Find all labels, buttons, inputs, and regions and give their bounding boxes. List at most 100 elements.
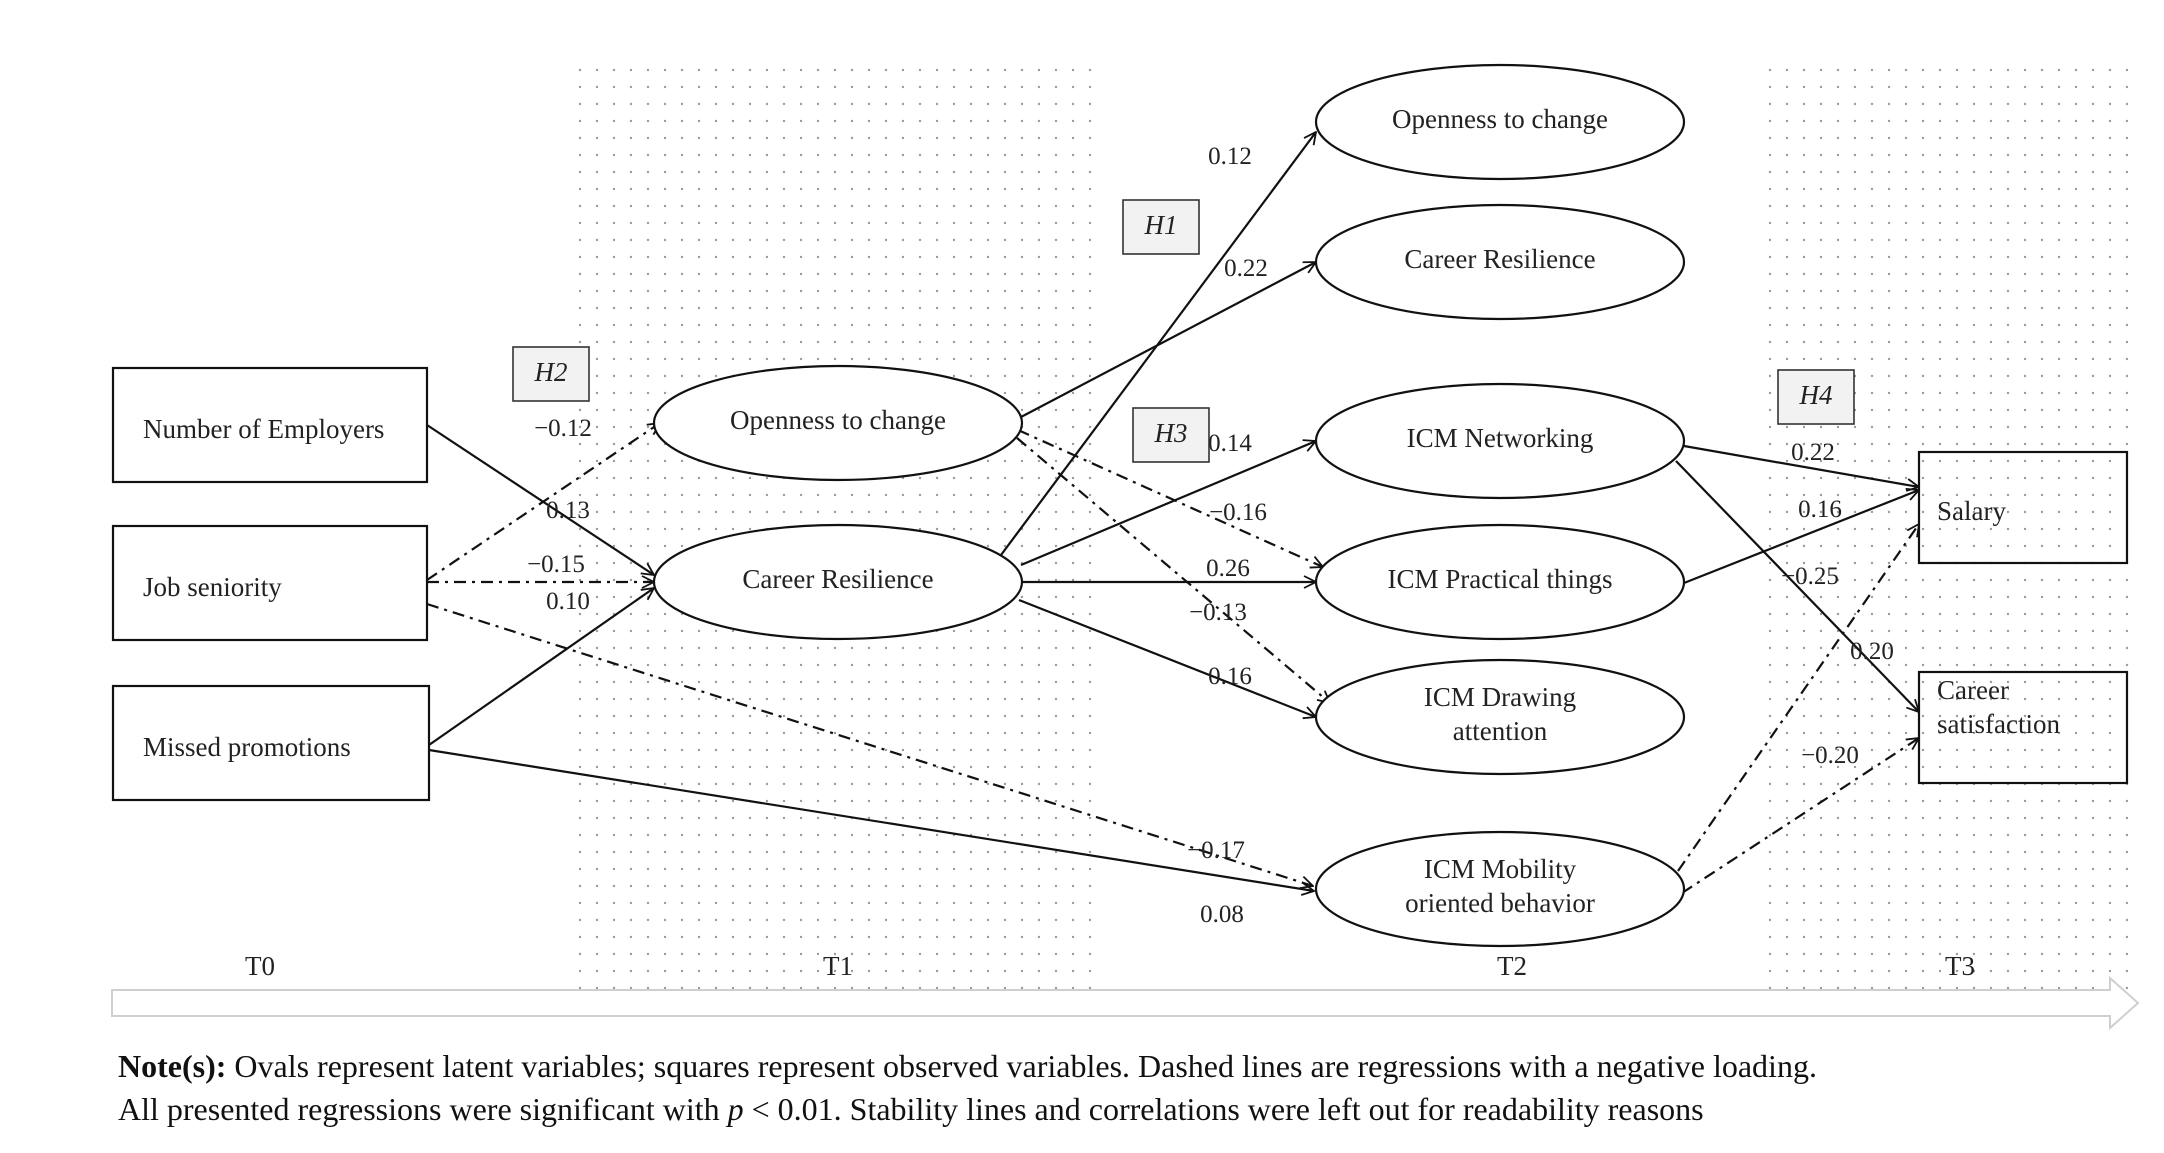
observed-label-satisfaction-line-2: satisfaction bbox=[1937, 709, 2060, 739]
hypothesis-box-h3 bbox=[1132, 407, 1210, 463]
path-res1-to-net bbox=[1020, 441, 1316, 567]
timepoint-layer: T0 T1 T2 T3 bbox=[245, 951, 1975, 981]
latent-res2: Career Resilience bbox=[1314, 203, 1686, 321]
latent-label-res1: Career Resilience bbox=[742, 564, 933, 594]
latent-mob: ICM Mobility oriented behavior bbox=[1314, 830, 1686, 948]
latent-net: ICM Networking bbox=[1314, 382, 1686, 500]
coef-res1-to-prac: 0.26 bbox=[1206, 555, 1250, 582]
observed-label-employers: Number of Employers bbox=[143, 414, 384, 444]
latent-label-draw-line-2: attention bbox=[1453, 716, 1548, 746]
latent-oval-net bbox=[1314, 382, 1686, 500]
path-seniority-to-mob bbox=[426, 602, 1313, 886]
path-diagram: Number of Employers Job seniority Missed p… bbox=[111, 62, 2140, 1031]
latent-label-mob-line-1: ICM Mobility bbox=[1424, 854, 1577, 884]
timepoint-t1: T1 bbox=[823, 951, 853, 981]
path-open1-to-res2 bbox=[1020, 261, 1316, 418]
latent-draw: ICM Drawing attention bbox=[1314, 658, 1686, 776]
path-res1-to-draw bbox=[1018, 598, 1316, 717]
path-net-to-satisfaction bbox=[1675, 460, 1919, 712]
path-res1-to-open2 bbox=[1000, 132, 1316, 556]
observed-box-seniority bbox=[111, 524, 429, 642]
latent-label-net: ICM Networking bbox=[1407, 423, 1594, 453]
note-text-2b: < 0.01. Stability lines and correlations… bbox=[743, 1091, 1704, 1127]
path-net-to-salary bbox=[1683, 444, 1919, 487]
observed-label-missed: Missed promotions bbox=[143, 732, 351, 762]
observed-box-missed bbox=[111, 684, 431, 802]
coef-res1-to-net: 0.14 bbox=[1208, 430, 1252, 457]
note-p-symbol: p bbox=[727, 1091, 744, 1127]
coef-missed-to-res1: 0.10 bbox=[546, 588, 590, 615]
observed-salary: Salary bbox=[1917, 450, 2129, 565]
coef-net-to-satisfaction: 0.20 bbox=[1850, 638, 1894, 665]
coef-open1-to-res2: 0.22 bbox=[1224, 255, 1268, 282]
timeline-arrow bbox=[111, 975, 2140, 1031]
hypothesis-h4: H4 bbox=[1777, 369, 1855, 425]
coef-open1-to-prac: −0.16 bbox=[1209, 499, 1267, 526]
hypothesis-box-h4 bbox=[1777, 369, 1855, 425]
hypothesis-layer: H1 H2 H3 H4 bbox=[512, 199, 1855, 463]
latent-res1: Career Resilience bbox=[652, 523, 1024, 641]
latent-oval-open1 bbox=[652, 364, 1024, 482]
timepoint-t0: T0 bbox=[245, 951, 275, 981]
observed-label-seniority: Job seniority bbox=[143, 572, 282, 602]
observed-satisfaction: Career satisfaction bbox=[1917, 670, 2129, 785]
path-seniority-to-open1 bbox=[426, 423, 660, 581]
paths-layer bbox=[426, 132, 1919, 894]
observed-employers: Number of Employers bbox=[111, 366, 429, 484]
latent-label-draw-line-1: ICM Drawing bbox=[1424, 682, 1576, 712]
coefficient-layer: 0.13 −0.12 −0.15 0.10 −0.17 0.08 0.12 0.22 0.14 −… bbox=[527, 143, 1894, 928]
hypothesis-box-h2 bbox=[512, 346, 590, 402]
observed-seniority: Job seniority bbox=[111, 524, 429, 642]
path-employers-to-res1 bbox=[426, 424, 654, 575]
observed-box-satisfaction bbox=[1917, 670, 2129, 785]
note-label: Note(s): bbox=[118, 1048, 227, 1084]
latent-open1: Openness to change bbox=[652, 364, 1024, 482]
observed-box-salary bbox=[1917, 450, 2129, 565]
hypothesis-box-h1 bbox=[1122, 199, 1200, 255]
coef-res1-to-open2: 0.12 bbox=[1208, 143, 1252, 170]
zone-t3-dots bbox=[1763, 62, 2138, 997]
note: Note(s): Ovals represent latent variable… bbox=[118, 1045, 2128, 1131]
coef-prac-to-salary: 0.16 bbox=[1798, 496, 1842, 523]
latent-oval-mob bbox=[1314, 830, 1686, 948]
path-mob-to-satisfaction bbox=[1681, 738, 1919, 894]
observed-box-employers bbox=[111, 366, 429, 484]
timepoint-t3: T3 bbox=[1945, 951, 1975, 981]
note-text-2a: All presented regressions were significa… bbox=[118, 1091, 728, 1127]
latent-oval-res2 bbox=[1314, 203, 1686, 321]
path-missed-to-mob bbox=[428, 748, 1314, 891]
hypothesis-h1: H1 bbox=[1122, 199, 1200, 255]
coef-missed-to-mob: 0.08 bbox=[1200, 901, 1244, 928]
note-line-1: Note(s): Ovals represent latent variable… bbox=[118, 1045, 2128, 1088]
path-open1-to-prac bbox=[1017, 428, 1323, 567]
observed-label-satisfaction-line-1: Career bbox=[1937, 675, 2009, 705]
latent-label-prac: ICM Practical things bbox=[1388, 564, 1613, 594]
path-prac-to-salary bbox=[1683, 490, 1919, 585]
observed-label-salary: Salary bbox=[1937, 496, 2006, 526]
hypothesis-h3: H3 bbox=[1132, 407, 1210, 463]
observed-missed: Missed promotions bbox=[111, 684, 431, 802]
coef-mob-to-salary: −0.25 bbox=[1781, 563, 1839, 590]
path-mob-to-salary bbox=[1677, 524, 1919, 872]
coef-res1-to-draw: 0.16 bbox=[1208, 663, 1252, 690]
timepoint-t2: T2 bbox=[1497, 951, 1527, 981]
coef-seniority-to-res1: −0.15 bbox=[527, 551, 585, 578]
hypothesis-label-h2: H2 bbox=[534, 357, 568, 387]
nodes-layer: Number of Employers Job seniority Missed p… bbox=[111, 63, 2129, 948]
latent-label-res2: Career Resilience bbox=[1404, 244, 1595, 274]
coef-net-to-salary: 0.22 bbox=[1791, 439, 1835, 466]
hypothesis-label-h4: H4 bbox=[1799, 380, 1833, 410]
hypothesis-label-h1: H1 bbox=[1144, 210, 1178, 240]
note-text-1: Ovals represent latent variables; square… bbox=[234, 1048, 1817, 1084]
coef-seniority-to-open1: −0.12 bbox=[534, 415, 592, 442]
coef-employers-to-res1: 0.13 bbox=[546, 497, 590, 524]
latent-label-mob-line-2: oriented behavior bbox=[1405, 888, 1595, 918]
latent-label-open2: Openness to change bbox=[1392, 104, 1608, 134]
path-missed-to-res1 bbox=[428, 588, 654, 746]
latent-oval-res1 bbox=[652, 523, 1024, 641]
note-line-2: All presented regressions were significa… bbox=[118, 1088, 2128, 1131]
coef-open1-to-draw: −0.13 bbox=[1189, 599, 1247, 626]
latent-oval-open2 bbox=[1314, 63, 1686, 181]
latent-label-open1: Openness to change bbox=[730, 405, 946, 435]
latent-oval-prac bbox=[1314, 523, 1686, 641]
